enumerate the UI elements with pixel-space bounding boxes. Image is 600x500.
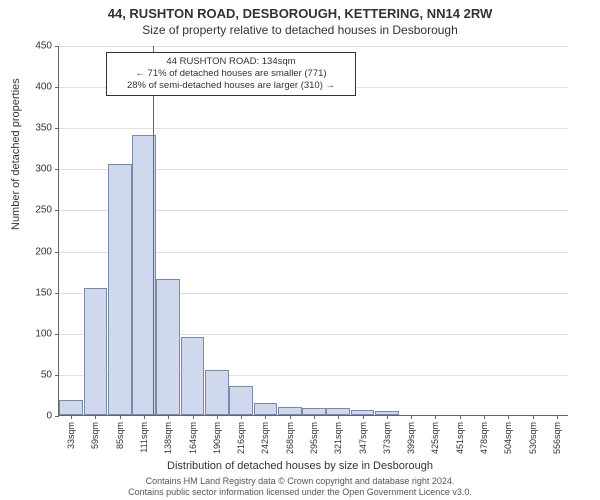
xtick-label: 451sqm bbox=[455, 422, 465, 454]
xtick-mark bbox=[460, 415, 461, 419]
footer-line2: Contains public sector information licen… bbox=[0, 487, 600, 498]
ytick-label: 250 bbox=[22, 205, 52, 216]
xtick-mark bbox=[363, 415, 364, 419]
title-line1: 44, RUSHTON ROAD, DESBOROUGH, KETTERING,… bbox=[0, 6, 600, 21]
ytick-label: 50 bbox=[22, 369, 52, 380]
xtick-mark bbox=[95, 415, 96, 419]
x-axis-label: Distribution of detached houses by size … bbox=[0, 460, 600, 472]
xtick-mark bbox=[168, 415, 169, 419]
gridline bbox=[59, 128, 568, 129]
xtick-label: 164sqm bbox=[188, 422, 198, 454]
ytick-mark bbox=[55, 87, 59, 88]
bar bbox=[181, 337, 205, 415]
ytick-mark bbox=[55, 46, 59, 47]
xtick-mark bbox=[338, 415, 339, 419]
ytick-label: 100 bbox=[22, 328, 52, 339]
xtick-mark bbox=[435, 415, 436, 419]
xtick-mark bbox=[71, 415, 72, 419]
bar bbox=[84, 288, 108, 415]
ytick-mark bbox=[55, 416, 59, 417]
ytick-label: 0 bbox=[22, 411, 52, 422]
gridline bbox=[59, 46, 568, 47]
bar bbox=[132, 135, 156, 415]
xtick-label: 504sqm bbox=[503, 422, 513, 454]
xtick-label: 33sqm bbox=[66, 422, 76, 449]
xtick-mark bbox=[290, 415, 291, 419]
xtick-label: 373sqm bbox=[382, 422, 392, 454]
xtick-label: 556sqm bbox=[552, 422, 562, 454]
bar bbox=[278, 407, 302, 415]
xtick-mark bbox=[557, 415, 558, 419]
xtick-mark bbox=[120, 415, 121, 419]
ytick-label: 350 bbox=[22, 123, 52, 134]
ytick-mark bbox=[55, 293, 59, 294]
xtick-label: 138sqm bbox=[163, 422, 173, 454]
reference-line bbox=[153, 46, 154, 415]
annotation-line1: 44 RUSHTON ROAD: 134sqm bbox=[113, 56, 349, 68]
xtick-label: 347sqm bbox=[358, 422, 368, 454]
xtick-label: 530sqm bbox=[528, 422, 538, 454]
bar bbox=[59, 400, 83, 415]
xtick-mark bbox=[533, 415, 534, 419]
chart-plot-area: 05010015020025030035040045033sqm59sqm85s… bbox=[58, 46, 568, 416]
footer: Contains HM Land Registry data © Crown c… bbox=[0, 476, 600, 498]
ytick-mark bbox=[55, 375, 59, 376]
footer-line1: Contains HM Land Registry data © Crown c… bbox=[0, 476, 600, 487]
xtick-label: 242sqm bbox=[260, 422, 270, 454]
xtick-label: 190sqm bbox=[212, 422, 222, 454]
xtick-label: 216sqm bbox=[236, 422, 246, 454]
ytick-mark bbox=[55, 128, 59, 129]
xtick-label: 399sqm bbox=[406, 422, 416, 454]
xtick-label: 321sqm bbox=[333, 422, 343, 454]
annotation-line3: 28% of semi-detached houses are larger (… bbox=[113, 80, 349, 92]
annotation-box: 44 RUSHTON ROAD: 134sqm ← 71% of detache… bbox=[106, 52, 356, 96]
xtick-mark bbox=[193, 415, 194, 419]
ytick-label: 150 bbox=[22, 287, 52, 298]
bar bbox=[205, 370, 229, 415]
plot: 05010015020025030035040045033sqm59sqm85s… bbox=[58, 46, 568, 416]
bar bbox=[254, 403, 278, 415]
ytick-label: 200 bbox=[22, 246, 52, 257]
ytick-mark bbox=[55, 252, 59, 253]
xtick-label: 478sqm bbox=[479, 422, 489, 454]
bar bbox=[229, 386, 253, 415]
xtick-mark bbox=[217, 415, 218, 419]
xtick-mark bbox=[241, 415, 242, 419]
xtick-mark bbox=[484, 415, 485, 419]
chart-title-block: 44, RUSHTON ROAD, DESBOROUGH, KETTERING,… bbox=[0, 0, 600, 37]
xtick-label: 425sqm bbox=[430, 422, 440, 454]
xtick-label: 268sqm bbox=[285, 422, 295, 454]
xtick-mark bbox=[144, 415, 145, 419]
xtick-mark bbox=[387, 415, 388, 419]
xtick-label: 85sqm bbox=[115, 422, 125, 449]
ytick-mark bbox=[55, 210, 59, 211]
ytick-label: 450 bbox=[22, 41, 52, 52]
ytick-mark bbox=[55, 334, 59, 335]
annotation-line2: ← 71% of detached houses are smaller (77… bbox=[113, 68, 349, 80]
bar bbox=[156, 279, 180, 415]
xtick-mark bbox=[411, 415, 412, 419]
ytick-mark bbox=[55, 169, 59, 170]
xtick-mark bbox=[265, 415, 266, 419]
xtick-label: 295sqm bbox=[309, 422, 319, 454]
ytick-label: 300 bbox=[22, 164, 52, 175]
xtick-mark bbox=[508, 415, 509, 419]
ytick-label: 400 bbox=[22, 82, 52, 93]
xtick-mark bbox=[314, 415, 315, 419]
title-line2: Size of property relative to detached ho… bbox=[0, 23, 600, 37]
xtick-label: 59sqm bbox=[90, 422, 100, 449]
xtick-label: 111sqm bbox=[139, 422, 149, 453]
y-axis-label: Number of detached properties bbox=[10, 78, 22, 230]
bar bbox=[108, 164, 132, 415]
